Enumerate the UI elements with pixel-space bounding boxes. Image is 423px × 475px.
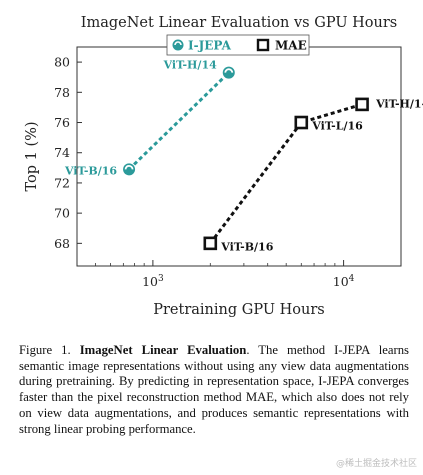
y-axis-label: Top 1 (%) [24, 121, 40, 191]
series-line-ijepa [128, 71, 230, 171]
legend-label-ijepa: I-JEPA [188, 39, 232, 53]
y-tick-label: 72 [54, 175, 70, 190]
y-tick-label: 76 [54, 115, 70, 130]
y-tick-label: 70 [54, 206, 70, 221]
legend-box [166, 34, 310, 56]
legend-marker-highlight [174, 41, 182, 46]
plot-frame [76, 46, 402, 267]
legend-marker-mae [256, 38, 270, 52]
data-point-highlight [224, 68, 234, 73]
data-label: ViT-L/16 [311, 120, 363, 133]
y-tick-label: 68 [54, 236, 70, 251]
data-label: ViT-H/14 [163, 59, 218, 72]
chart-title: ImageNet Linear Evaluation vs GPU Hours [81, 15, 398, 31]
caption-bold-title: ImageNet Linear Evaluation [79, 343, 247, 357]
chart: ImageNet Linear Evaluation vs GPU Hours 6… [24, 15, 423, 318]
data-label: ViT-B/16 [64, 164, 117, 177]
data-label: ViT-H/14 [375, 97, 423, 110]
y-tick-label: 80 [54, 55, 70, 70]
legend-label-mae: MAE [275, 39, 307, 53]
x-tick-label: 104 [333, 274, 355, 289]
data-point [355, 97, 369, 112]
caption-text: . The method I-JEPA learns semantic imag… [19, 343, 409, 436]
y-tick-label: 78 [54, 85, 70, 100]
legend-marker-ijepa [172, 39, 184, 51]
watermark: @稀土掘金技术社区 [335, 459, 417, 469]
caption-prefix: Figure 1. [19, 343, 71, 357]
x-axis-label: Pretraining GPU Hours [153, 302, 325, 318]
data-label: ViT-B/16 [220, 240, 273, 253]
series-line-mae [209, 102, 363, 245]
plot-area: ImageNet Linear Evaluation vs GPU Hours 6… [24, 15, 423, 318]
figure-caption: Figure 1. ImageNet Linear Evaluation. Th… [19, 343, 409, 437]
data-point [203, 236, 218, 251]
y-tick-label: 74 [54, 145, 70, 160]
data-point [294, 115, 309, 130]
x-tick-label: 103 [142, 274, 164, 289]
data-point-highlight [124, 164, 134, 170]
